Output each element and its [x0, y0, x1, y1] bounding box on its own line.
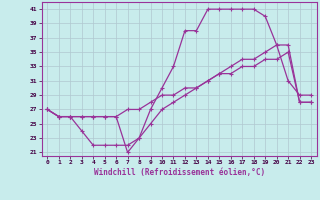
X-axis label: Windchill (Refroidissement éolien,°C): Windchill (Refroidissement éolien,°C) — [94, 168, 265, 177]
